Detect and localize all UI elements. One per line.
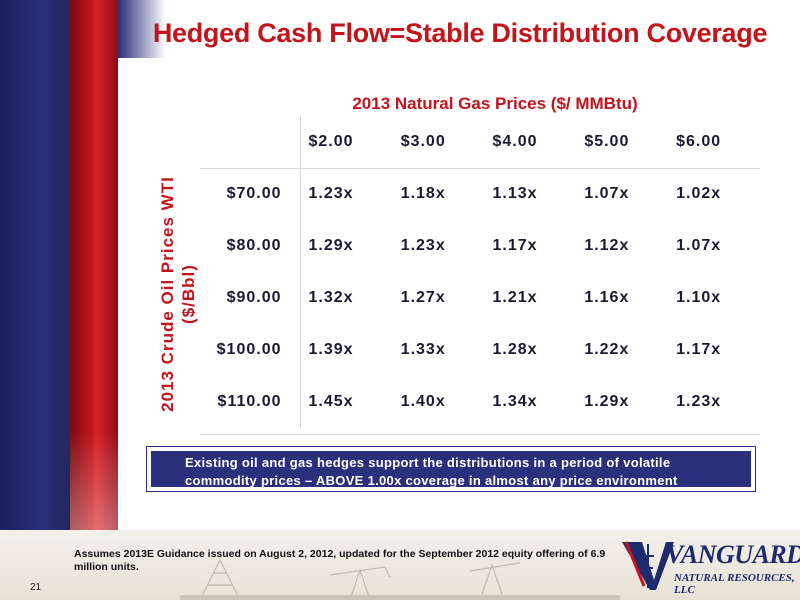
logo-wordmark: VANGUARD (666, 540, 800, 569)
vanguard-logo: VANGUARD NATURAL RESOURCES, LLC (620, 536, 800, 596)
coverage-cell: 1.13x (492, 185, 538, 203)
coverage-cell: 1.32x (308, 289, 354, 306)
oil-price-header-container: 2013 Crude Oil Prices WTI ($/Bbl) (150, 168, 206, 420)
coverage-cell: 1.21x (492, 289, 538, 306)
coverage-cell: 1.18x (400, 185, 446, 203)
coverage-cell: 1.12x (584, 237, 630, 254)
slide-title: Hedged Cash Flow=Stable Distribution Cov… (152, 18, 768, 48)
callout-text: Existing oil and gas hedges support the … (151, 451, 751, 488)
coverage-cell: 1.23x (308, 185, 354, 203)
table-row: $90.00 1.32x 1.27x 1.21x 1.16x 1.10x (200, 272, 760, 324)
page-number: 21 (30, 582, 42, 593)
coverage-cell: 1.34x (492, 393, 538, 410)
oil-price-row-label: $100.00 (200, 324, 301, 376)
table-row: $110.00 1.45x 1.40x 1.34x 1.29x 1.23x (200, 376, 760, 428)
coverage-cell: 1.16x (584, 289, 630, 306)
gas-price-column: $2.00 (300, 116, 393, 169)
oil-price-header-line1: 2013 Crude Oil Prices WTI (158, 176, 177, 412)
coverage-cell: 1.23x (400, 237, 446, 254)
oil-price-row-label: $110.00 (200, 376, 301, 428)
coverage-cell: 1.02x (676, 185, 722, 203)
coverage-cell: 1.22x (584, 341, 630, 358)
footer-band (0, 530, 800, 600)
red-band-fade (70, 430, 118, 530)
coverage-cell: 1.10x (676, 289, 722, 306)
gas-price-header: 2013 Natural Gas Prices ($/ MMBtu) (352, 94, 638, 113)
coverage-cell: 1.45x (308, 393, 354, 410)
left-navy-band (0, 0, 70, 530)
gas-price-column: $6.00 (668, 116, 760, 169)
coverage-cell: 1.17x (676, 341, 722, 358)
oil-price-row-label: $80.00 (200, 220, 301, 272)
coverage-cell: 1.39x (308, 341, 354, 358)
table-row: $70.00 1.23x 1.18x 1.13x 1.07x 1.02x (200, 168, 760, 220)
logo-subtitle: NATURAL RESOURCES, LLC (674, 572, 795, 596)
coverage-cell: 1.27x (400, 289, 446, 306)
table-bottom-rule (200, 434, 760, 435)
coverage-cell: 1.28x (492, 341, 538, 358)
oil-price-header-line2: ($/Bbl) (179, 264, 198, 324)
coverage-table: $2.00 $3.00 $4.00 $5.00 $6.00 $70.00 1.2… (200, 116, 760, 428)
oilfield-scene-image (180, 558, 620, 600)
left-red-band (70, 0, 118, 530)
footnote: Assumes 2013E Guidance issued on August … (74, 548, 606, 573)
gas-price-column: $5.00 (576, 116, 669, 169)
oil-price-row-label: $70.00 (200, 168, 301, 220)
table-row: $80.00 1.29x 1.23x 1.17x 1.12x 1.07x (200, 220, 760, 272)
gas-price-column: $3.00 (392, 116, 485, 169)
coverage-cell: 1.29x (308, 237, 354, 254)
oil-price-header: 2013 Crude Oil Prices WTI ($/Bbl) (157, 168, 199, 420)
table-row: $100.00 1.39x 1.33x 1.28x 1.22x 1.17x (200, 324, 760, 376)
coverage-cell: 1.17x (492, 237, 538, 254)
callout-box: Existing oil and gas hedges support the … (146, 446, 756, 492)
table-header-row: $2.00 $3.00 $4.00 $5.00 $6.00 (200, 116, 760, 169)
coverage-cell: 1.07x (584, 185, 630, 203)
table-corner-cell (200, 116, 301, 169)
coverage-cell: 1.23x (676, 393, 722, 410)
coverage-cell: 1.40x (400, 393, 446, 410)
gas-price-column: $4.00 (484, 116, 577, 169)
coverage-cell: 1.33x (400, 341, 446, 358)
title-strip (118, 0, 800, 58)
oil-price-row-label: $90.00 (200, 272, 301, 324)
derrick-v-icon (622, 541, 674, 590)
coverage-cell: 1.29x (584, 393, 630, 410)
coverage-cell: 1.07x (676, 237, 722, 254)
